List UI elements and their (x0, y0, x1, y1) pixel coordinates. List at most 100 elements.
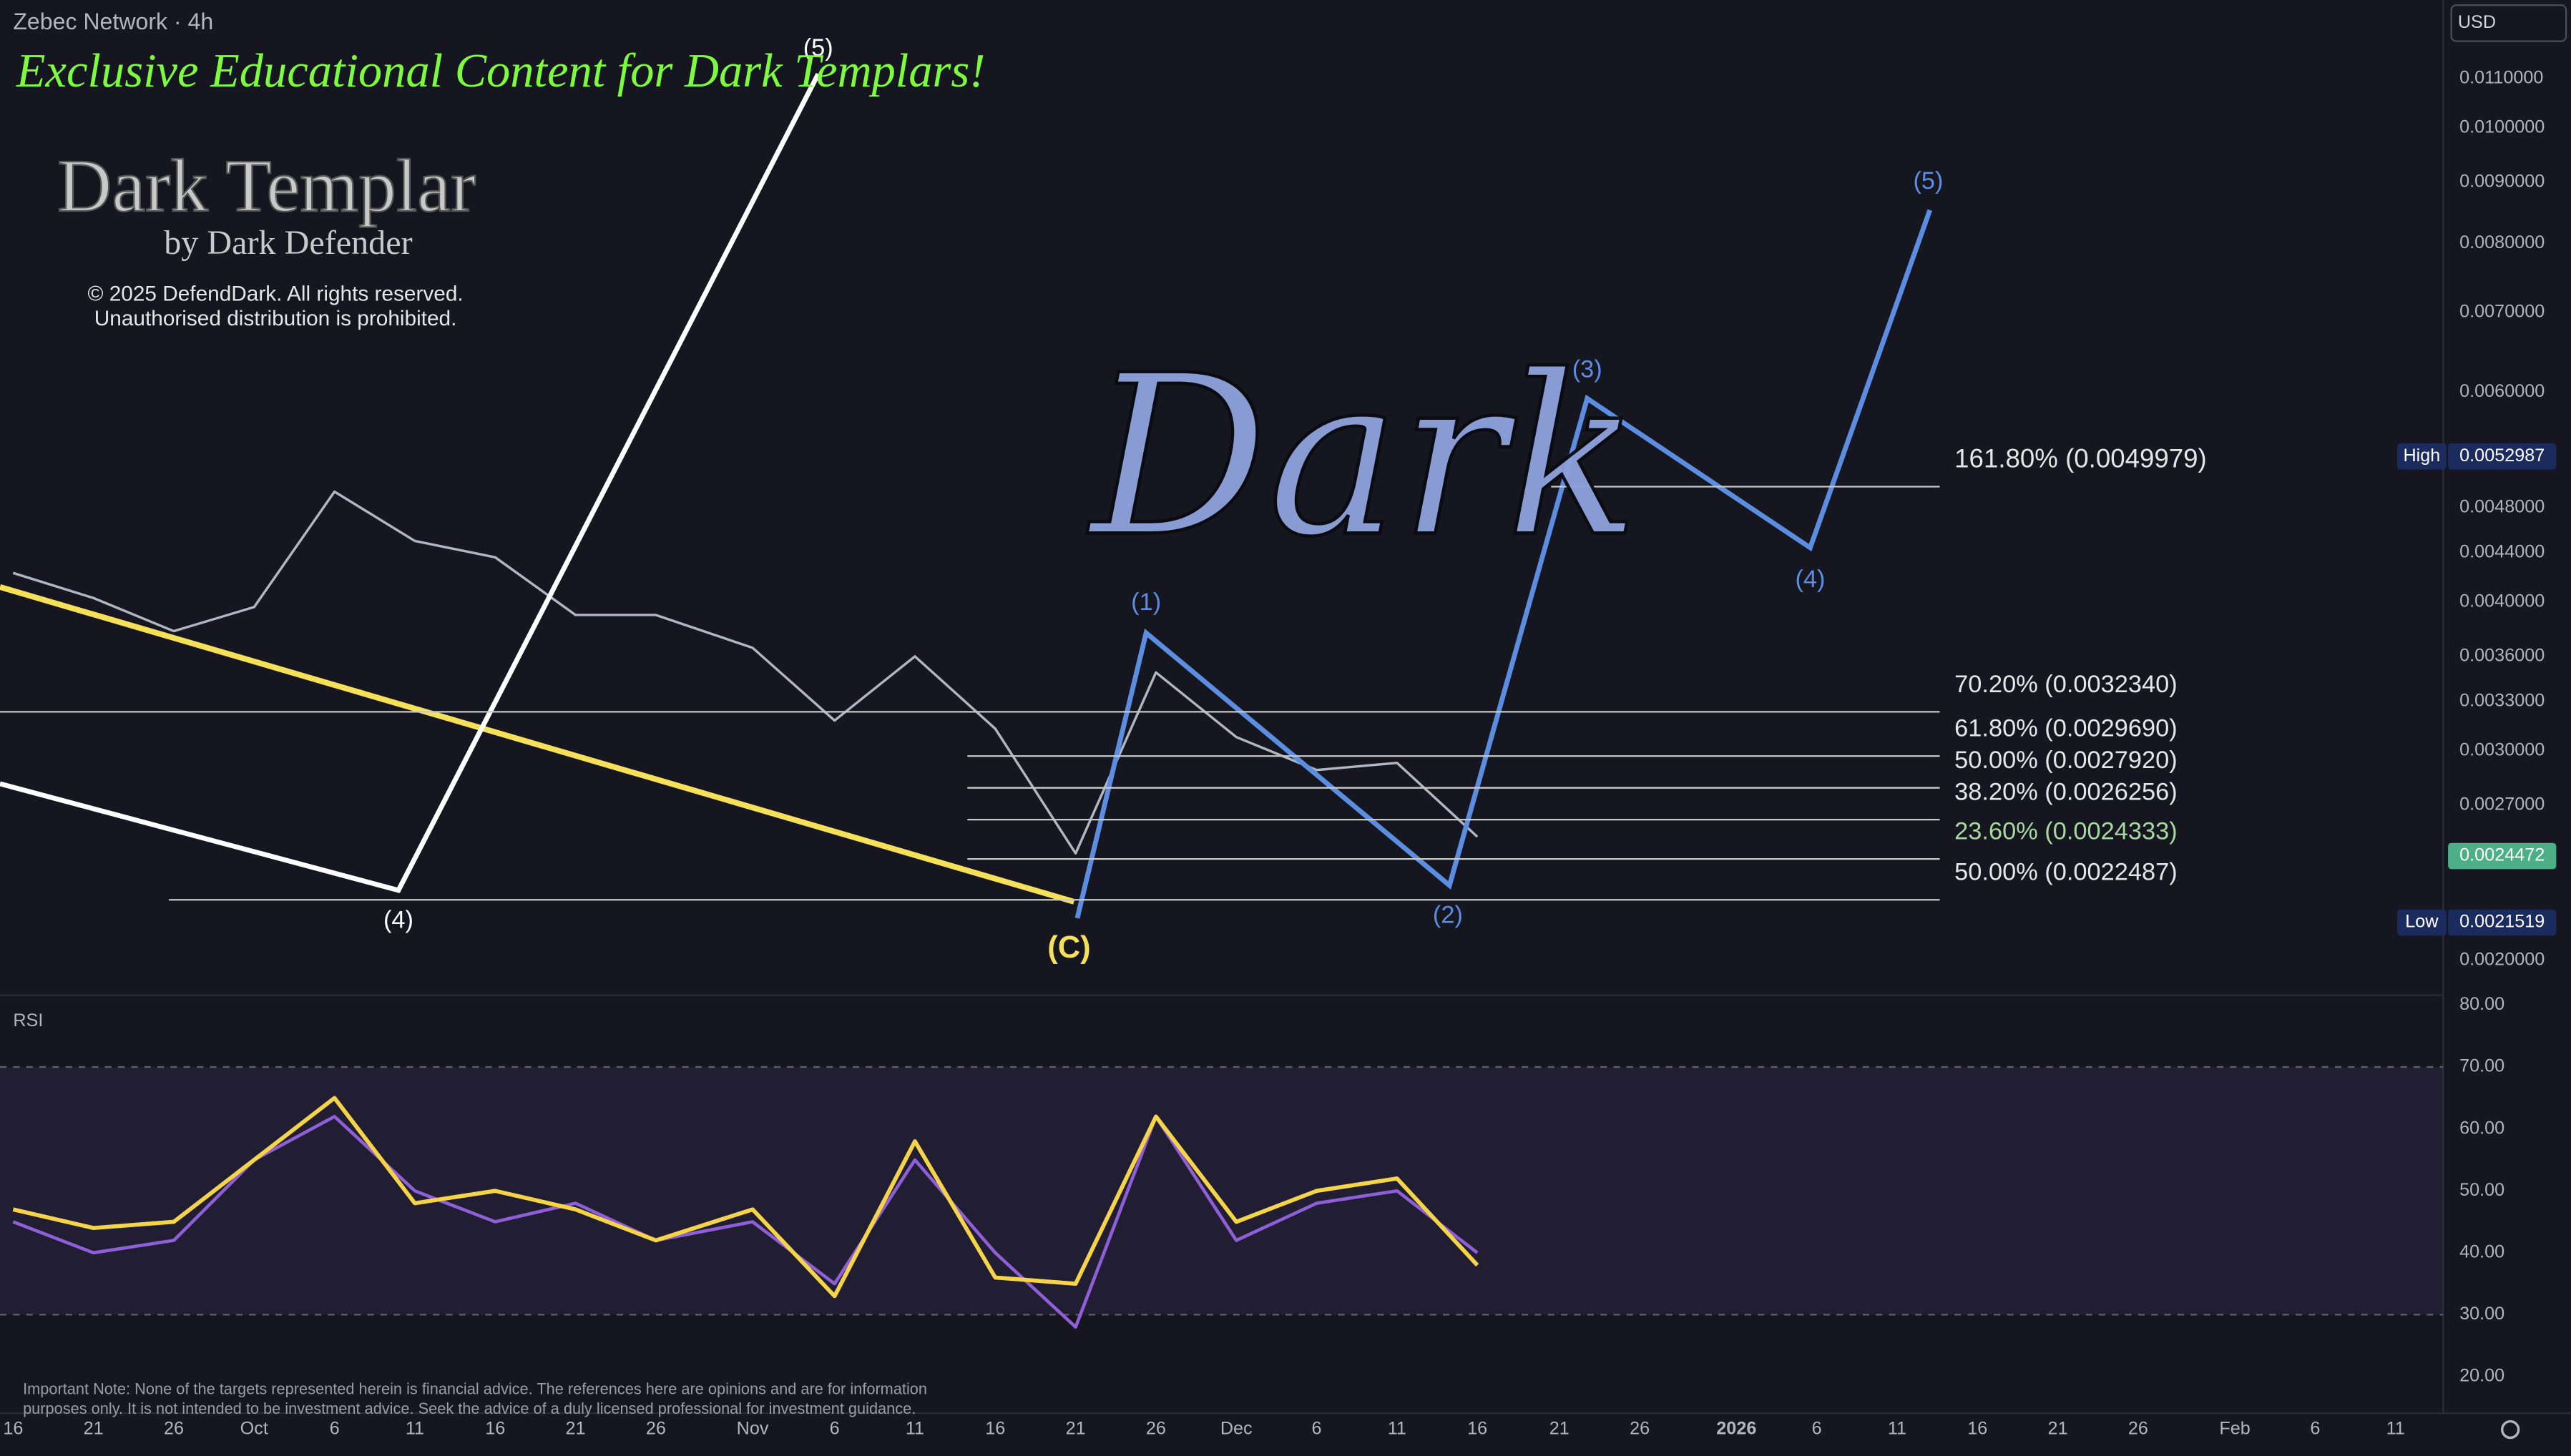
wave-line (1074, 209, 1933, 919)
wave-label: (5) (1913, 167, 1943, 195)
y-tick-label: 0.0100000 (2459, 117, 2545, 137)
wave-label: (4) (383, 907, 413, 934)
y-tick-label: 30.00 (2459, 1304, 2504, 1324)
fib-label: 38.20% (0.0026256) (1954, 779, 2178, 806)
copyright: Unauthorised distribution is prohibited. (94, 307, 457, 330)
wave-label: (1) (1131, 589, 1161, 616)
y-tick-label: 80.00 (2459, 994, 2504, 1014)
x-tick-label: 16 (3, 1419, 23, 1439)
fib-label: 50.00% (0.0027920) (1954, 747, 2178, 774)
banner: Exclusive Educational Content for Dark T… (16, 45, 985, 97)
y-tick-label: 0.0060000 (2459, 381, 2545, 401)
symbol: Zebec Network · 4h (13, 9, 213, 34)
annotation-layer: 161.80% (0.0049979) 70.20% (0.0032340) 61.… (0, 443, 2557, 936)
x-tick-label: 21 (566, 1419, 586, 1439)
x-tick-label: 11 (906, 1419, 924, 1439)
fib-label: 70.20% (0.0032340) (1954, 671, 2178, 698)
x-tick-label: 11 (1888, 1419, 1906, 1439)
y-tick-label: 0.0080000 (2459, 232, 2545, 252)
x-tick-label: 21 (2048, 1419, 2068, 1439)
x-tick-label: 6 (1812, 1419, 1822, 1439)
copyright: © 2025 DefendDark. All rights reserved. (87, 282, 463, 306)
x-tick-label: 2026 (1716, 1419, 1756, 1439)
badge-tag (2397, 909, 2447, 936)
settings-icon[interactable] (2501, 1420, 2520, 1440)
x-tick-label: 6 (830, 1419, 840, 1439)
x-tick-label: 26 (1630, 1419, 1650, 1439)
wave-label: (4) (1795, 566, 1825, 593)
wave-label: (C) (1047, 930, 1090, 965)
badge-tag (2397, 443, 2447, 470)
price-badge-value: 0.0021519 (2459, 912, 2545, 932)
y-tick-label: 0.0030000 (2459, 739, 2545, 759)
wave-line (0, 72, 821, 893)
x-tick-label: 26 (1146, 1419, 1166, 1439)
badge-label: Low (2405, 912, 2439, 932)
price-badge (2448, 443, 2557, 470)
price-badge (2448, 909, 2557, 936)
plot-layer: 0.0110000 0.0100000 0.0090000 0.0080000 0.00… (0, 68, 2545, 1439)
x-tick-label: 21 (1549, 1419, 1569, 1439)
wave-label: (2) (1433, 902, 1463, 929)
trend-line (0, 584, 1075, 905)
fib-label: 23.60% (0.0024333) (1954, 818, 2178, 845)
fib-label: 161.80% (0.0049979) (1954, 444, 2207, 473)
x-tick-label: 21 (84, 1419, 104, 1439)
y-tick-label: 0.0033000 (2459, 690, 2545, 710)
x-tick-label: 16 (985, 1419, 1005, 1439)
x-tick-label: Feb (2219, 1419, 2250, 1439)
stamp: Dark (1087, 328, 1640, 585)
x-tick-label: 26 (2128, 1419, 2148, 1439)
y-tick-label: 20.00 (2459, 1366, 2504, 1386)
series-line (12, 1096, 1479, 1299)
price-badge (2448, 842, 2557, 870)
x-tick-label: 16 (485, 1419, 505, 1439)
x-tick-label: Dec (1220, 1419, 1253, 1439)
badge-label: High (2403, 446, 2440, 466)
currency[interactable]: USD (2458, 12, 2496, 32)
y-tick-label: 40.00 (2459, 1241, 2504, 1261)
note: purposes only. It is not intended to be … (23, 1400, 916, 1417)
price-badge-value: 0.0052987 (2459, 446, 2545, 466)
note: Important Note: None of the targets repr… (23, 1380, 927, 1398)
wave-label: (5) (803, 34, 833, 62)
x-tick-label: 11 (1388, 1419, 1406, 1439)
x-tick-label: 11 (406, 1419, 424, 1439)
series-line (12, 490, 1479, 855)
y-tick-label: 0.0040000 (2459, 591, 2545, 611)
y-tick-label: 0.0036000 (2459, 645, 2545, 665)
panel-title: RSI (13, 1010, 43, 1030)
logo: Dark Templar (57, 144, 476, 227)
y-tick-label: 0.0090000 (2459, 172, 2545, 192)
wave-label: (3) (1572, 355, 1602, 383)
x-tick-label: 26 (164, 1419, 184, 1439)
x-tick-label: 16 (1967, 1419, 1987, 1439)
x-tick-label: 11 (2386, 1419, 2405, 1439)
y-tick-label: 50.00 (2459, 1180, 2504, 1200)
x-tick-label: 21 (1066, 1419, 1086, 1439)
x-tick-label: 6 (1312, 1419, 1322, 1439)
fib-label: 61.80% (0.0029690) (1954, 715, 2178, 742)
y-tick-label: 0.0027000 (2459, 795, 2545, 815)
x-tick-label: 26 (646, 1419, 666, 1439)
x-tick-label: 6 (2310, 1419, 2320, 1439)
rsi-band (0, 1067, 2444, 1315)
y-tick-label: 0.0110000 (2459, 68, 2543, 88)
x-tick-label: Oct (240, 1419, 268, 1439)
y-tick-label: 0.0044000 (2459, 541, 2545, 561)
y-tick-label: 0.0048000 (2459, 496, 2545, 516)
y-tick-label: 70.00 (2459, 1056, 2504, 1076)
currency-select[interactable] (2450, 4, 2567, 42)
fib-label: 50.00% (0.0022487) (1954, 859, 2178, 886)
price-badge-value: 0.0024472 (2459, 845, 2545, 865)
y-tick-label: 0.0020000 (2459, 950, 2545, 970)
y-tick-label: 60.00 (2459, 1118, 2504, 1138)
x-tick-label: 16 (1467, 1419, 1487, 1439)
x-tick-label: 6 (330, 1419, 340, 1439)
x-tick-label: Nov (737, 1419, 769, 1439)
byline: by Dark Defender (164, 224, 412, 262)
y-tick-label: 0.0070000 (2459, 302, 2545, 322)
